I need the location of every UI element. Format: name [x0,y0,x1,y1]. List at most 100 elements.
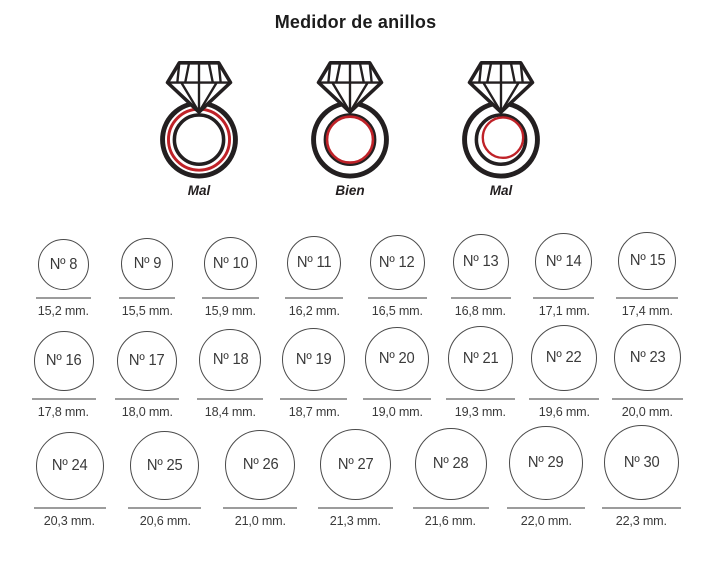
ring-size-label: Nº 16 [45,352,82,369]
measure-line [33,507,106,509]
ring-size-label: Nº 13 [462,253,499,270]
ring-size-circle: Nº 26 [225,430,296,500]
measure-line [284,297,343,299]
measure-text: 15,9 mm. [204,303,256,318]
ring-size-label: Nº 8 [49,255,78,273]
ring-size-label: Nº 11 [296,254,332,271]
ring-size-item: Nº 29 22,0 mm. [498,426,593,528]
measure-text: 22,3 mm. [615,513,667,528]
measure-text: 17,8 mm. [38,404,90,419]
measure-line [412,507,489,509]
size-chart: Nº 8 15,2 mm. Nº 9 15,5 mm. Nº 10 15,9 m… [0,232,711,528]
ring-size-label: Nº 27 [337,455,374,473]
measure-line [128,507,202,509]
ring-size-item: Nº 27 21,3 mm. [308,429,403,528]
ring-size-item: Nº 18 18,4 mm. [189,329,272,419]
ring-size-item: Nº 20 19,0 mm. [356,327,439,419]
measure-line [507,507,586,509]
ring-size-circle: Nº 28 [414,428,487,500]
measure-line [119,297,176,299]
measure-text: 18,4 mm. [204,404,256,419]
ring-size-circle: Nº 22 [530,325,597,391]
measure-line [528,398,599,400]
ring-size-label: Nº 23 [629,348,666,366]
ring-size-label: Nº 9 [133,255,161,272]
ring-size-item: Nº 14 17,1 mm. [522,233,605,318]
ring-too-small-icon [462,61,540,179]
measure-line [367,297,427,299]
ring-size-item: Nº 26 21,0 mm. [213,430,308,528]
measure-line [197,398,264,400]
ring-size-item: Nº 13 16,8 mm. [439,234,522,318]
ring-size-item: Nº 12 16,5 mm. [356,235,439,318]
ring-size-circle: Nº 25 [130,431,200,500]
ring-size-label: Nº 30 [623,453,660,471]
measure-line [31,398,96,400]
ring-size-item: Nº 30 22,3 mm. [594,425,689,528]
ring-size-label: Nº 24 [51,457,88,474]
measure-text: 18,0 mm. [121,404,173,419]
fit-legend: Mal Bien Mal [138,51,562,198]
ring-size-circle: Nº 13 [452,234,509,290]
ring-size-circle: Nº 19 [282,328,346,391]
ring-size-label: Nº 29 [528,454,564,471]
ring-size-circle: Nº 24 [35,432,104,500]
measure-text: 20,6 mm. [139,513,191,528]
ring-size-label: Nº 25 [147,456,183,474]
ring-size-circle: Nº 12 [369,235,425,290]
legend-item-too-big: Mal [138,51,260,198]
ring-size-item: Nº 9 15,5 mm. [105,238,188,318]
ring-size-circle: Nº 16 [33,331,94,391]
measure-line [317,507,393,509]
ring-size-item: Nº 24 20,3 mm. [22,432,117,528]
measure-text: 21,0 mm. [234,513,286,528]
ring-size-circle: Nº 15 [618,232,677,290]
legend-item-good-fit: Bien [289,51,411,198]
measure-text: 20,3 mm. [44,513,96,528]
measure-line [601,507,681,509]
measure-text: 20,0 mm. [621,404,673,419]
legend-label: Mal [187,183,211,198]
ring-size-label: Nº 17 [129,352,165,369]
ring-size-label: Nº 18 [212,351,249,368]
ring-size-circle: Nº 21 [448,326,514,391]
ring-size-label: Nº 15 [629,252,666,269]
size-row-2: Nº 16 17,8 mm. Nº 17 18,0 mm. Nº 18 18,4… [22,324,689,419]
size-row-1: Nº 8 15,2 mm. Nº 9 15,5 mm. Nº 10 15,9 m… [22,232,689,318]
ring-size-item: Nº 17 18,0 mm. [105,331,188,419]
size-row-3: Nº 24 20,3 mm. Nº 25 20,6 mm. Nº 26 21,0… [22,425,689,528]
ring-size-circle: Nº 29 [509,426,584,500]
measure-line [616,297,679,299]
measure-line [533,297,595,299]
ring-size-label: Nº 26 [242,456,278,473]
ring-size-label: Nº 21 [462,349,499,367]
measure-line [446,398,516,400]
ring-size-item: Nº 25 20,6 mm. [117,431,212,528]
ring-size-circle: Nº 27 [319,429,391,500]
ring-size-item: Nº 8 15,2 mm. [22,239,105,318]
ring-size-circle: Nº 20 [365,327,430,391]
ring-size-label: Nº 20 [379,350,415,367]
measure-line [115,398,180,400]
ring-size-item: Nº 23 20,0 mm. [606,324,689,419]
measure-line [280,398,348,400]
measure-line [363,398,432,400]
page-title: Medidor de anillos [274,12,437,32]
measure-line [611,398,683,400]
measure-text: 19,3 mm. [455,404,507,419]
ring-size-item: Nº 10 15,9 mm. [189,237,272,318]
ring-size-item: Nº 15 17,4 mm. [606,232,689,318]
ring-size-circle: Nº 14 [535,233,593,290]
ring-size-item: Nº 16 17,8 mm. [22,331,105,419]
ring-too-big-icon [160,61,238,179]
ring-size-label: Nº 14 [546,252,582,270]
measure-text: 16,8 mm. [455,303,507,318]
measure-text: 21,6 mm. [425,513,477,528]
measure-text: 15,2 mm. [38,303,90,318]
ring-size-circle: Nº 10 [203,237,257,290]
ring-size-item: Nº 19 18,7 mm. [272,328,355,419]
ring-size-label: Nº 22 [546,349,582,366]
measure-text: 17,1 mm. [538,303,590,318]
ring-size-item: Nº 28 21,6 mm. [403,428,498,528]
